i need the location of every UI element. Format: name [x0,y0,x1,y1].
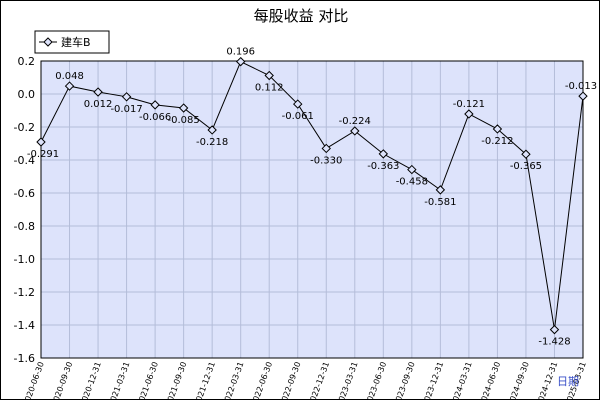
data-label: 0.012 [84,99,113,110]
legend: 建车B [34,30,110,54]
legend-label: 建车B [61,35,91,49]
data-label: 0.196 [226,47,255,58]
data-label: -0.212 [481,136,513,147]
x-tick-label: 2023-06-30 [364,361,388,399]
data-label: 0.048 [55,71,84,82]
x-tick-label: 2022-06-30 [250,361,274,399]
data-point [435,185,446,195]
x-tick-label: 2021-06-30 [136,361,160,399]
data-label: -0.013 [565,81,597,92]
data-label: -0.581 [424,197,456,208]
data-label: -1.428 [538,337,570,348]
chart-title: 每股收益 对比 [254,7,349,25]
data-point [321,143,331,154]
data-label: -0.224 [339,116,371,127]
x-tick-label: 2023-09-30 [392,361,416,399]
data-point [36,137,46,147]
data-label: -0.218 [196,137,228,148]
data-point [235,56,246,67]
plot-border [40,60,584,359]
x-tick-label: 2020-12-31 [79,361,103,399]
data-point [407,164,417,175]
y-tick-label: -0.4 [14,154,35,167]
data-label: -0.061 [282,111,314,122]
series-line [40,60,584,330]
legend-box [34,30,110,54]
y-tick-label: 0.2 [18,55,36,68]
grid-lines [40,60,584,359]
y-tick-label: 0.0 [18,88,36,101]
data-label: -0.458 [396,177,428,188]
x-tick-label: 2022-09-30 [278,361,302,399]
data-point [378,149,389,159]
data-label: -0.365 [510,161,542,172]
data-point [549,324,560,335]
x-tick-label: 2024-06-30 [478,361,502,399]
x-tick-label: 2024-09-30 [506,361,530,399]
data-point [578,91,588,101]
x-tick-label: 2023-03-31 [335,361,359,399]
data-label: -0.291 [27,149,59,160]
data-label: -0.085 [168,115,200,126]
data-point [264,70,274,81]
data-point [464,109,474,119]
x-axis-ticks: 2020-06-30 2020-09-30 2020-12-31 2021-03-31… [22,361,588,399]
x-tick-label: 2022-12-31 [307,361,331,399]
data-point [207,125,217,135]
x-tick-label: 2023-12-31 [421,361,445,399]
y-tick-label: -0.6 [14,187,35,200]
data-label: 0.112 [255,83,284,94]
data-point [293,99,303,109]
x-tick-label: 2021-03-31 [107,361,131,399]
data-point [178,103,189,113]
x-tick-label: 2021-12-31 [193,361,217,399]
data-point [121,92,132,102]
x-tick-label: 2022-03-31 [221,361,245,399]
data-point [93,87,103,97]
x-axis-label: 日期 [557,375,579,388]
data-label: -0.017 [110,104,142,115]
data-point [521,149,531,159]
data-label: -0.121 [453,99,485,110]
data-point [150,100,160,110]
x-tick-label: 2021-09-30 [164,361,188,399]
x-tick-label: 2024-12-31 [535,361,559,399]
plot-area [40,60,584,359]
y-tick-label: -1.4 [14,319,35,332]
data-point [492,124,503,134]
y-tick-label: -1.6 [14,352,35,365]
data-point [64,81,75,91]
x-tick-label: 2020-09-30 [50,361,74,399]
data-point [350,126,360,136]
data-label: -0.363 [367,161,399,172]
series-layer: -0.291 0.048 0.012-0.017-0.066-0.085 -0.218… [27,47,597,348]
y-axis-ticks: 0.2 0.0 -0.2 -0.4 -0.6 -0.8 -1.0 -1.2 -1.4 -1.6 [14,55,35,365]
data-label: -0.330 [310,155,342,166]
y-tick-label: -1.2 [14,286,35,299]
data-label: -0.066 [139,112,171,123]
y-tick-label: -1.0 [14,253,35,266]
x-tick-label: 2024-03-31 [449,361,473,399]
x-tick-label: 2020-06-30 [22,361,46,399]
legend-marker [43,37,53,47]
y-tick-label: -0.2 [14,121,35,134]
y-tick-label: -0.8 [14,220,35,233]
